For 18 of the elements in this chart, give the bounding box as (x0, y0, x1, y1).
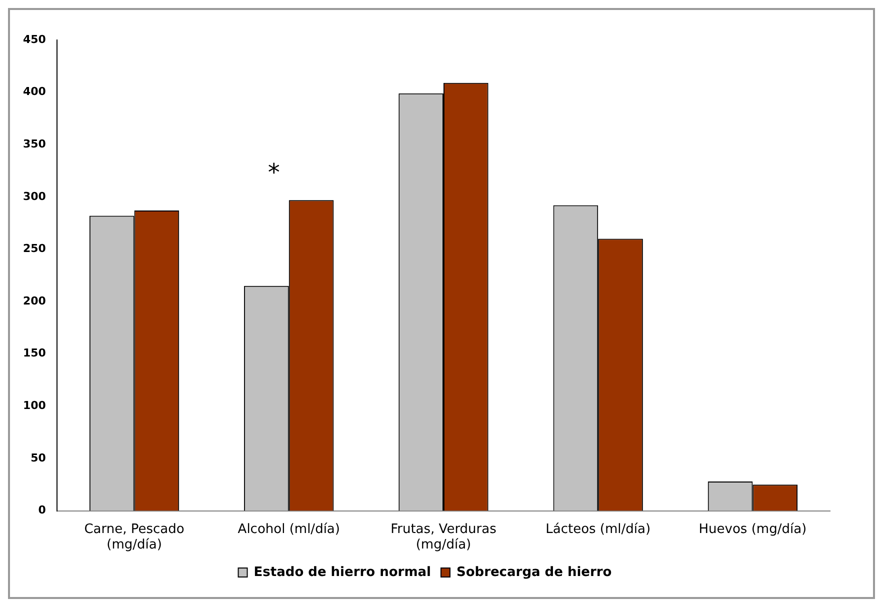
x-tick-label: Carne, Pescado (mg/día) (84, 522, 184, 553)
y-tick-label: 100 (22, 399, 46, 412)
legend-label: Sobrecarga de hierro (456, 564, 612, 580)
y-tick-label: 350 (22, 137, 46, 150)
x-tick-label: Alcohol (ml/día) (238, 522, 340, 537)
x-tick-label: Huevos (mg/día) (698, 522, 807, 537)
y-tick-label: 150 (22, 346, 46, 360)
y-tick-label: 400 (22, 85, 46, 98)
y-tick-label: 0 (38, 504, 46, 517)
y-tick-label: 300 (22, 190, 46, 203)
x-tick-label: Frutas, Verduras (mg/día) (390, 522, 497, 553)
y-tick-label: 450 (22, 32, 46, 46)
y-tick-label: 200 (22, 294, 46, 308)
y-tick-label: 250 (22, 242, 46, 256)
annotation: * (268, 158, 280, 186)
y-tick-label: 50 (30, 451, 46, 464)
legend-label: Estado de hierro normal (254, 564, 431, 580)
x-tick-label: Lácteos (ml/día) (546, 522, 651, 537)
